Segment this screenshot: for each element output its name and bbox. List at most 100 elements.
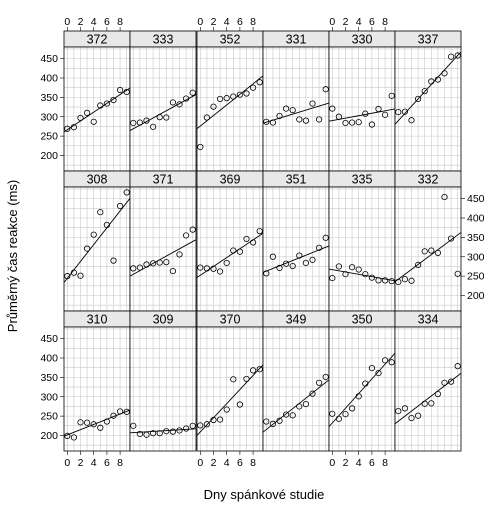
- y-tick-label: 450: [467, 193, 485, 205]
- data-point: [176, 427, 183, 434]
- panels-group: 372 333 352 331 330 337 308 371 369 351 335 332 310 3…: [63, 30, 462, 452]
- data-point: [362, 110, 369, 117]
- x-tick-label: 4: [91, 457, 97, 469]
- data-point: [64, 273, 71, 280]
- plot-area: [395, 187, 461, 311]
- plot-area: [197, 47, 263, 171]
- panel-border: [129, 326, 197, 452]
- plot-area: [130, 47, 196, 171]
- data-point: [276, 264, 283, 272]
- x-tick-label: 6: [369, 457, 375, 469]
- data-point: [176, 101, 183, 108]
- data-point: [302, 259, 309, 267]
- panel-350: 350: [328, 310, 396, 452]
- data-point: [136, 264, 143, 271]
- panel-label: 309: [153, 313, 174, 327]
- data-point: [183, 425, 190, 432]
- data-point: [375, 277, 382, 284]
- panel-label: 370: [220, 313, 241, 327]
- data-point: [150, 430, 157, 437]
- plot-area: [329, 327, 395, 451]
- data-point: [434, 249, 441, 256]
- data-point: [123, 189, 130, 196]
- panel-label: 371: [153, 173, 174, 187]
- data-point: [110, 412, 117, 419]
- y-tick-label: 300: [467, 251, 485, 263]
- data-point: [210, 416, 217, 424]
- data-point: [276, 112, 283, 120]
- data-point: [441, 193, 448, 201]
- data-point: [289, 262, 296, 270]
- data-point: [269, 119, 276, 126]
- plot-area: [395, 327, 461, 451]
- panel-335: 335: [328, 170, 396, 312]
- data-point: [282, 105, 290, 112]
- data-point: [189, 422, 196, 429]
- data-point: [197, 143, 204, 151]
- y-tick-label: 200: [40, 430, 58, 442]
- x-tick-label: 0: [64, 457, 70, 469]
- data-point: [309, 390, 316, 397]
- data-point: [368, 121, 375, 128]
- y-axis-title: Průměrný čas reakce (ms): [5, 180, 20, 332]
- data-point: [434, 390, 441, 398]
- panel-331: 331: [262, 30, 330, 172]
- data-point: [136, 119, 143, 126]
- y-tick-label: 400: [467, 213, 485, 225]
- data-point: [315, 116, 323, 123]
- panel-352: 352: [196, 30, 264, 172]
- data-point: [197, 264, 204, 271]
- panel-371: 371: [129, 170, 197, 312]
- data-point: [342, 411, 349, 418]
- data-point: [110, 96, 117, 104]
- y-tick-label: 350: [467, 232, 485, 244]
- data-point: [197, 422, 204, 429]
- data-point: [136, 430, 143, 438]
- data-point: [302, 117, 309, 124]
- data-point: [342, 119, 349, 127]
- y-tick-label: 200: [40, 150, 58, 162]
- data-point: [243, 375, 250, 383]
- panel-351: 351: [262, 170, 330, 312]
- data-point: [217, 268, 224, 275]
- data-point: [428, 400, 435, 407]
- data-point: [210, 265, 217, 272]
- data-point: [77, 272, 84, 279]
- data-point: [123, 408, 130, 415]
- data-point: [84, 245, 91, 252]
- data-point: [150, 260, 157, 267]
- data-point: [176, 251, 183, 258]
- data-point: [381, 357, 389, 364]
- y-tick-label: 350: [40, 372, 58, 384]
- panel-label: 333: [153, 33, 174, 47]
- data-point: [169, 428, 176, 435]
- fit-line: [328, 268, 396, 282]
- x-tick-label: 8: [117, 16, 123, 28]
- data-point: [163, 259, 170, 266]
- y-tick-label: 400: [40, 353, 58, 365]
- x-tick-label: 6: [104, 16, 110, 28]
- data-point: [230, 376, 237, 383]
- data-point: [329, 274, 336, 282]
- data-point: [421, 88, 428, 95]
- data-point: [256, 228, 263, 235]
- data-point: [282, 411, 290, 418]
- data-point: [269, 253, 276, 260]
- data-point: [355, 266, 362, 273]
- y-tick-label: 300: [40, 391, 58, 403]
- data-point: [103, 221, 111, 229]
- data-point: [348, 405, 356, 412]
- data-point: [150, 123, 157, 130]
- fit-line: [63, 409, 131, 437]
- x-tick-label: 2: [343, 457, 349, 469]
- plot-area: [263, 187, 329, 311]
- data-point: [434, 76, 441, 83]
- x-tick-label: 6: [237, 457, 243, 469]
- panel-label: 335: [352, 173, 373, 187]
- panel-333: 333: [129, 30, 197, 172]
- data-point: [408, 414, 415, 422]
- plot-area: [64, 187, 130, 311]
- fit-line: [129, 94, 197, 131]
- y-tick-label: 200: [467, 290, 485, 302]
- panel-label: 349: [286, 313, 307, 327]
